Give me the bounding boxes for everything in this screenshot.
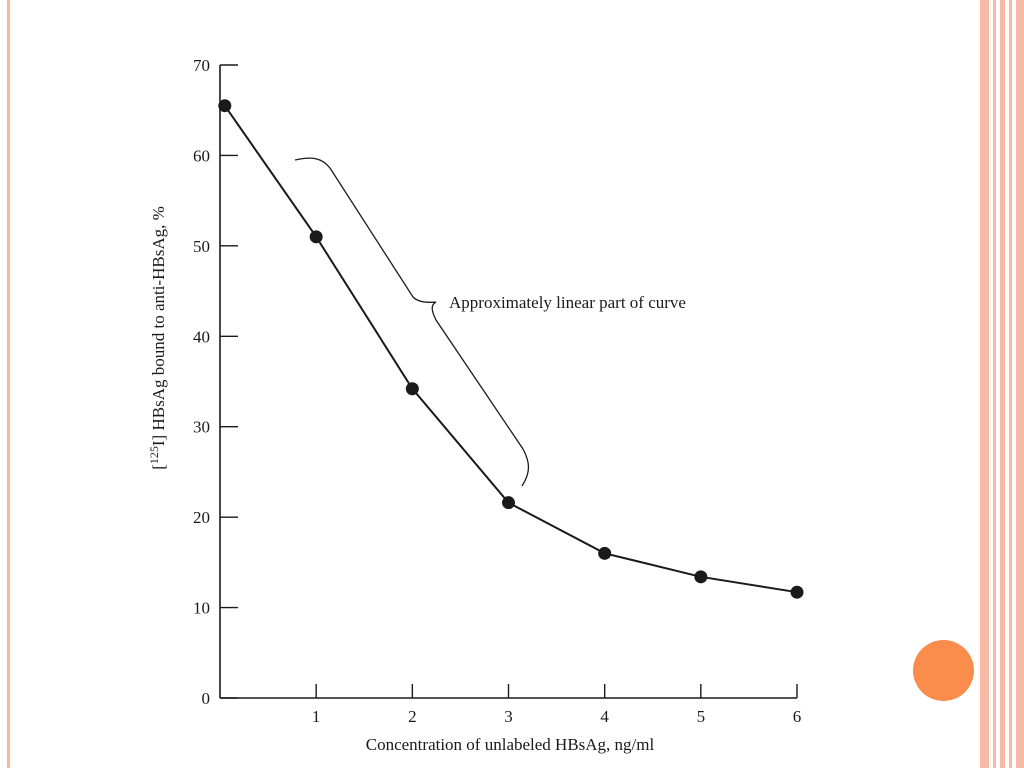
chart-axes: [219, 65, 797, 699]
x-tick-label: 2: [408, 707, 417, 726]
data-point: [598, 546, 612, 560]
data-point: [694, 570, 708, 584]
series-line: [223, 105, 798, 594]
y-tick-label: 20: [193, 508, 210, 527]
x-tick-label: 1: [312, 707, 321, 726]
right-border-stripe-2: [993, 0, 996, 768]
y-tick-label: 0: [202, 689, 211, 708]
right-border-stripe-3: [1000, 0, 1005, 768]
data-point: [502, 496, 515, 510]
x-tick-label: 4: [600, 707, 609, 726]
x-tick-label: 6: [793, 707, 802, 726]
right-border-stripe-5: [1016, 0, 1024, 768]
decorative-circle: [913, 640, 974, 701]
y-tick-label: 70: [193, 56, 210, 75]
annotation-text: Approximately linear part of curve: [449, 293, 686, 312]
data-point: [218, 99, 232, 113]
y-axis-title-rest: I] HBsAg bound to anti-HBsAg, %: [149, 206, 168, 446]
left-border-stripe: [7, 0, 10, 768]
y-axis-title-superscript: 125: [147, 446, 161, 464]
y-tick-label: 10: [193, 599, 210, 618]
x-tick-label: 5: [697, 707, 706, 726]
data-point: [790, 585, 804, 599]
y-axis-title-open: [: [149, 464, 168, 470]
tick-labels: 0 10 20 30 40 50 60 70 1 2 3 4 5 6: [193, 56, 801, 726]
annotation-brace: [294, 157, 530, 487]
y-tick-label: 30: [193, 418, 210, 437]
x-tick-label: 3: [504, 707, 513, 726]
tick-marks: [220, 64, 798, 699]
x-axis-title: Concentration of unlabeled HBsAg, ng/ml: [366, 735, 655, 754]
data-point: [309, 230, 323, 244]
right-border-stripe-1: [980, 0, 989, 768]
y-tick-label: 50: [193, 237, 210, 256]
data-point: [405, 382, 419, 396]
y-tick-label: 60: [193, 146, 210, 165]
y-axis-title: [125I] HBsAg bound to anti-HBsAg, %: [147, 206, 168, 470]
right-border-stripe-4: [1009, 0, 1012, 768]
y-tick-label: 40: [193, 327, 210, 346]
data-points: [218, 99, 804, 599]
